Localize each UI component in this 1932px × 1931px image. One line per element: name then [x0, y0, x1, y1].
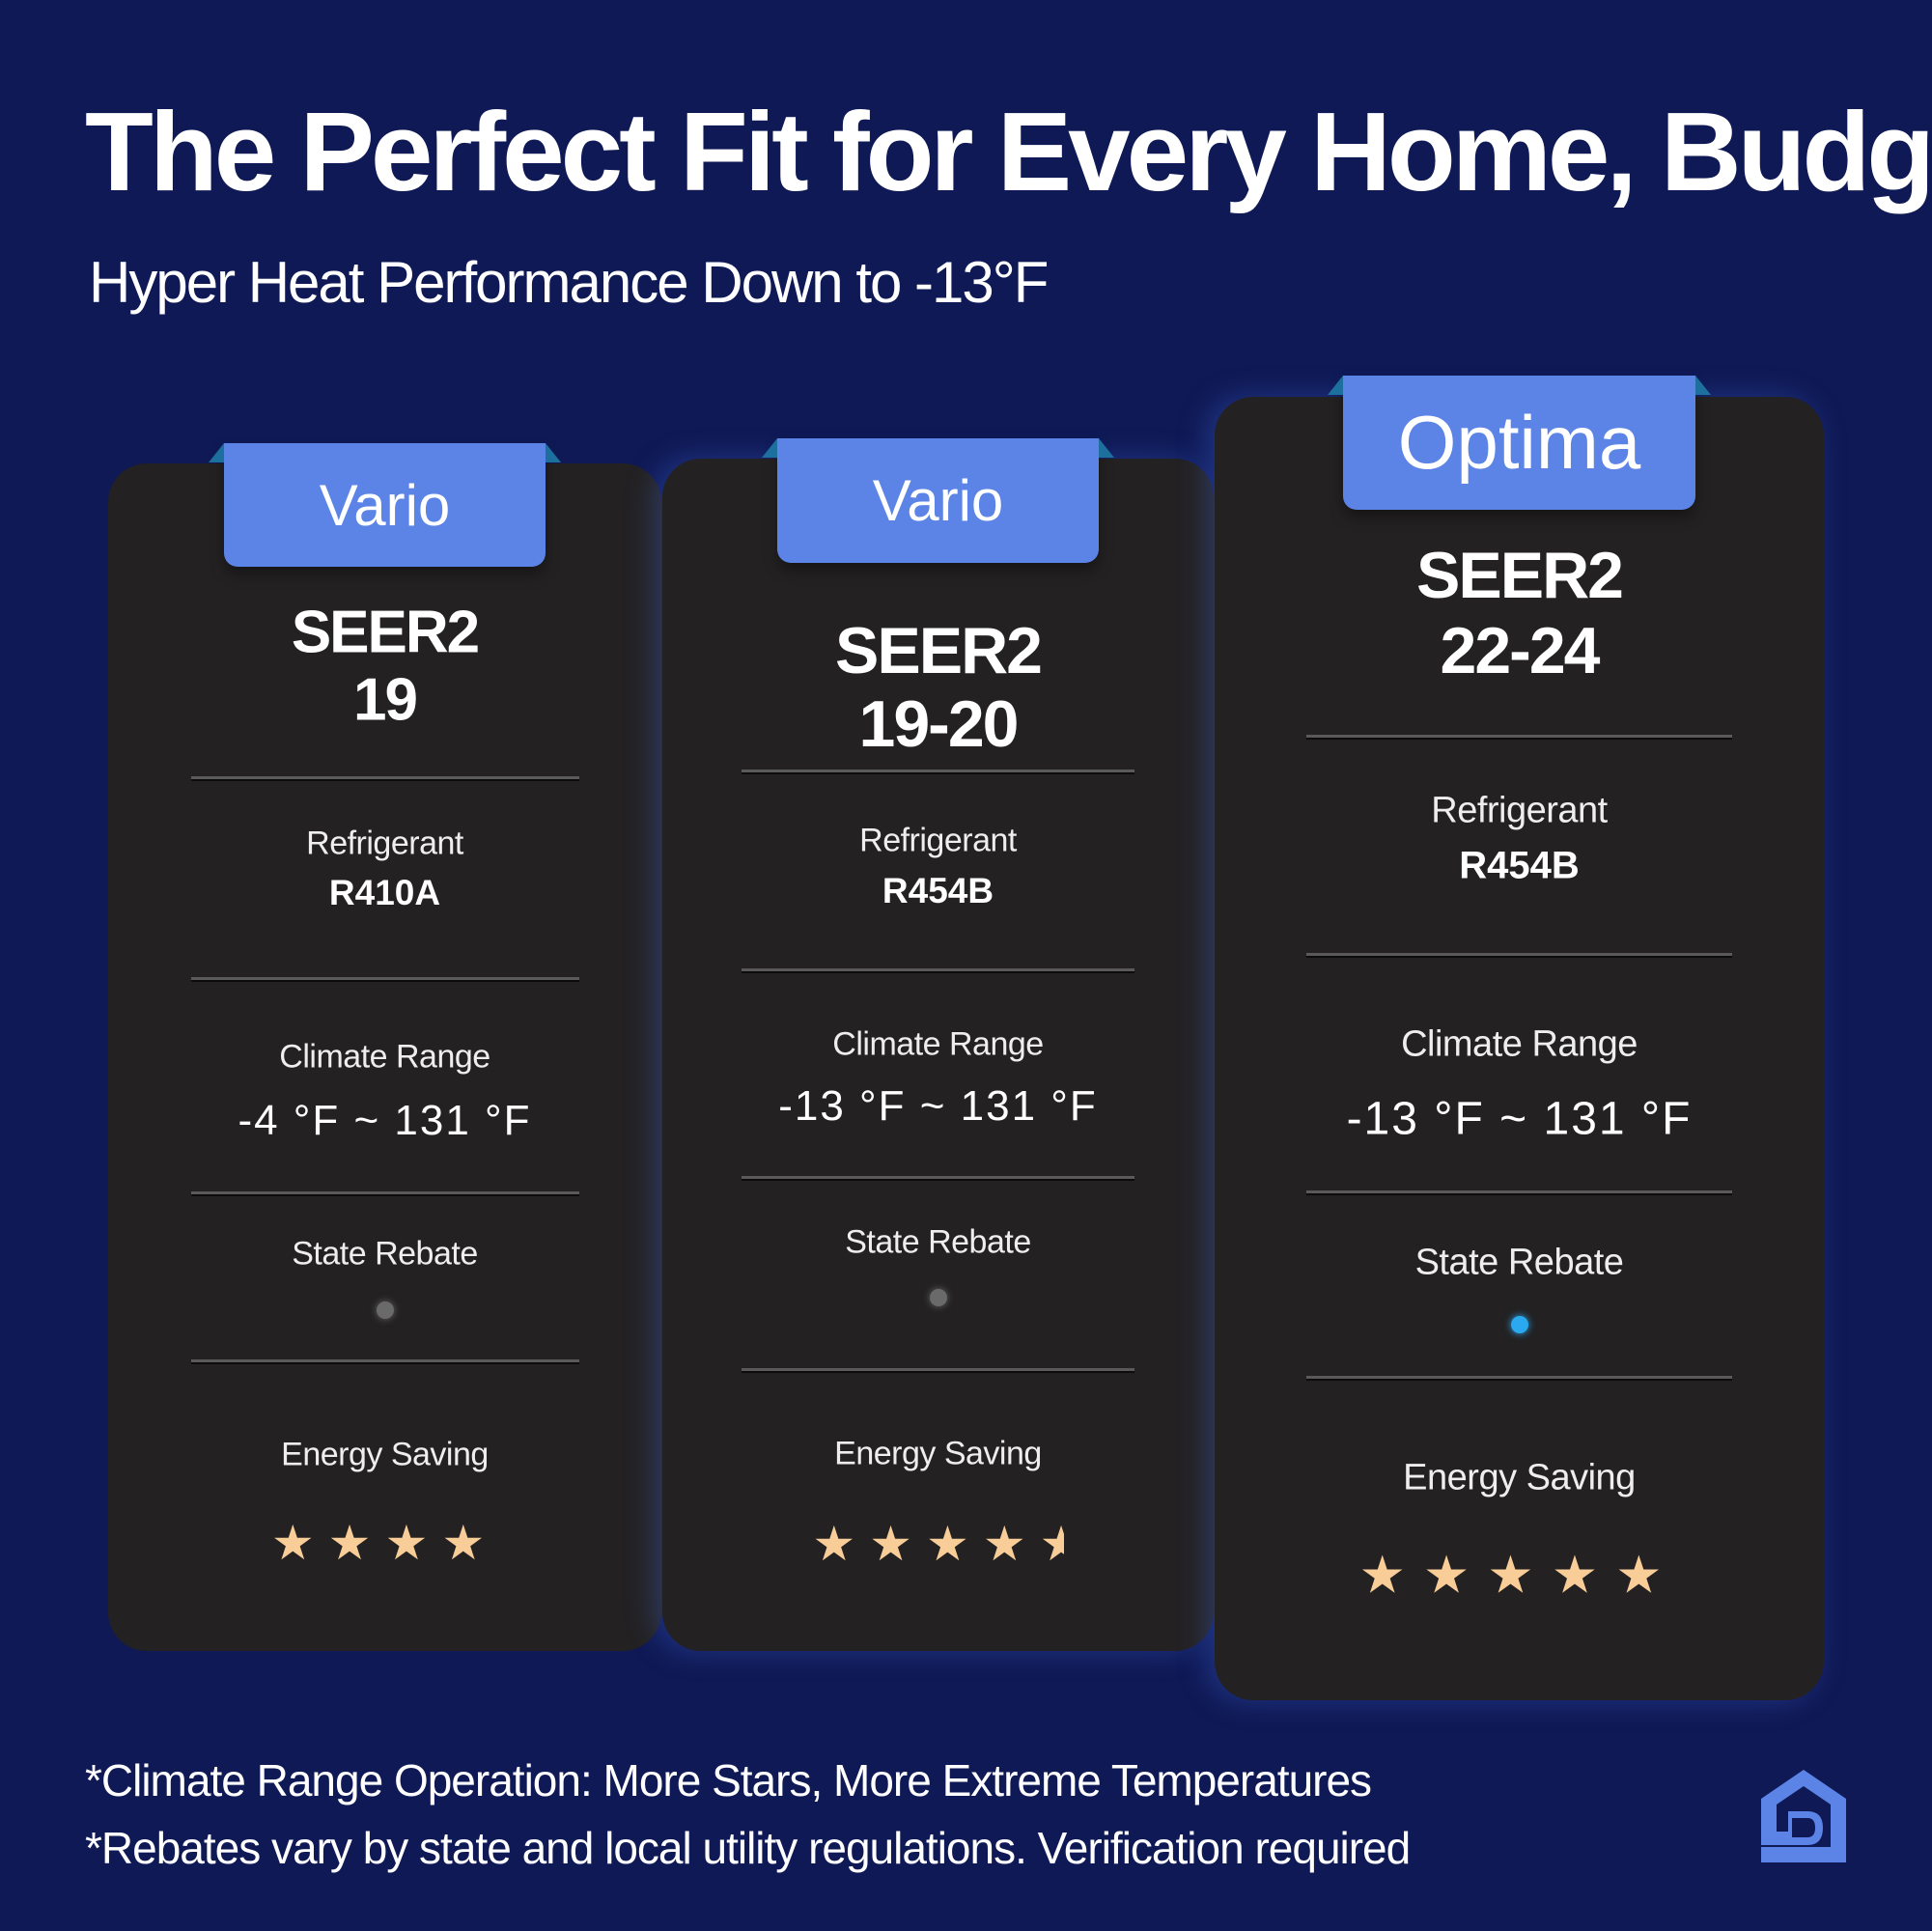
divider	[191, 977, 579, 982]
product-card-vario-2: Vario SEER2 19-20 Refrigerant R454B Clim…	[662, 438, 1214, 1651]
refrigerant-value: R454B	[1459, 844, 1580, 887]
star-icon: ★	[869, 1517, 926, 1571]
star-icon: ★	[384, 1516, 442, 1570]
divider	[742, 1368, 1134, 1373]
divider	[191, 1359, 579, 1364]
rebate-indicator-icon	[376, 1301, 394, 1319]
state-rebate-label: State Rebate	[845, 1223, 1031, 1261]
refrigerant-value: R410A	[328, 873, 441, 912]
rebate-indicator-icon	[929, 1289, 947, 1306]
footnote-climate: *Climate Range Operation: More Stars, Mo…	[85, 1755, 1372, 1805]
card-tab: Optima	[1328, 376, 1711, 510]
energy-star-rating: ★★★★★	[1215, 1545, 1824, 1606]
star-icon: ★	[812, 1517, 870, 1571]
climate-range-label: Climate Range	[1401, 1023, 1638, 1065]
seer-value: 19	[353, 666, 418, 734]
star-icon: ★	[1487, 1546, 1552, 1605]
energy-saving-label: Energy Saving	[834, 1435, 1042, 1472]
page-subtitle: Hyper Heat Performance Down to -13°F	[89, 250, 1049, 315]
star-icon: ★	[327, 1516, 385, 1570]
divider	[1306, 735, 1732, 740]
house-logo-icon	[1761, 1770, 1846, 1862]
refrigerant-label: Refrigerant	[859, 822, 1017, 859]
energy-saving-label: Energy Saving	[1403, 1457, 1636, 1498]
state-rebate-label: State Rebate	[1414, 1242, 1624, 1283]
product-card-vario-1: Vario SEER2 19 Refrigerant R410A Climate…	[108, 443, 661, 1651]
seer-label: SEER2	[835, 614, 1043, 687]
seer-label: SEER2	[1416, 539, 1624, 612]
climate-range-label: Climate Range	[832, 1025, 1044, 1063]
divider	[191, 776, 579, 781]
energy-saving-label: Energy Saving	[281, 1436, 489, 1473]
divider	[742, 770, 1134, 774]
climate-range-value: -13 °F ~ 131 °F	[778, 1082, 1098, 1130]
divider	[1306, 953, 1732, 958]
star-icon: ★	[1551, 1546, 1616, 1605]
page-title: The Perfect Fit for Every Home, Budget	[85, 89, 1932, 214]
star-icon: ★	[1615, 1546, 1680, 1605]
star-icon: ★	[926, 1517, 983, 1571]
divider	[742, 968, 1134, 973]
star-icon: ★	[982, 1517, 1040, 1571]
divider	[1306, 1190, 1732, 1195]
seer-label: SEER2	[291, 599, 480, 666]
divider	[742, 1176, 1134, 1181]
climate-range-label: Climate Range	[279, 1038, 490, 1076]
star-icon: ★	[1358, 1546, 1423, 1605]
refrigerant-value: R454B	[882, 871, 994, 910]
star-icon: ★	[270, 1516, 328, 1570]
rebate-indicator-icon	[1510, 1316, 1528, 1333]
star-icon: ★	[441, 1516, 499, 1570]
footnote-rebates: *Rebates vary by state and local utility…	[85, 1823, 1411, 1873]
seer-value: 22-24	[1440, 614, 1601, 687]
divider	[1306, 1376, 1732, 1381]
state-rebate-label: State Rebate	[292, 1235, 478, 1273]
climate-range-value: -4 °F ~ 131 °F	[238, 1097, 532, 1144]
energy-star-rating: ★★★★★	[662, 1516, 1214, 1572]
climate-range-value: -13 °F ~ 131 °F	[1346, 1093, 1693, 1145]
seer-value: 19-20	[858, 687, 1020, 761]
card-tab: Vario	[209, 443, 561, 567]
half-star-icon: ★	[1040, 1516, 1064, 1572]
energy-star-rating: ★★★★	[108, 1515, 661, 1571]
divider	[191, 1191, 579, 1196]
card-tab: Vario	[762, 438, 1114, 563]
refrigerant-label: Refrigerant	[1431, 790, 1608, 831]
refrigerant-label: Refrigerant	[306, 825, 463, 862]
star-icon: ★	[1422, 1546, 1488, 1605]
product-card-optima: Optima SEER2 22-24 Refrigerant R454B Cli…	[1215, 376, 1824, 1700]
